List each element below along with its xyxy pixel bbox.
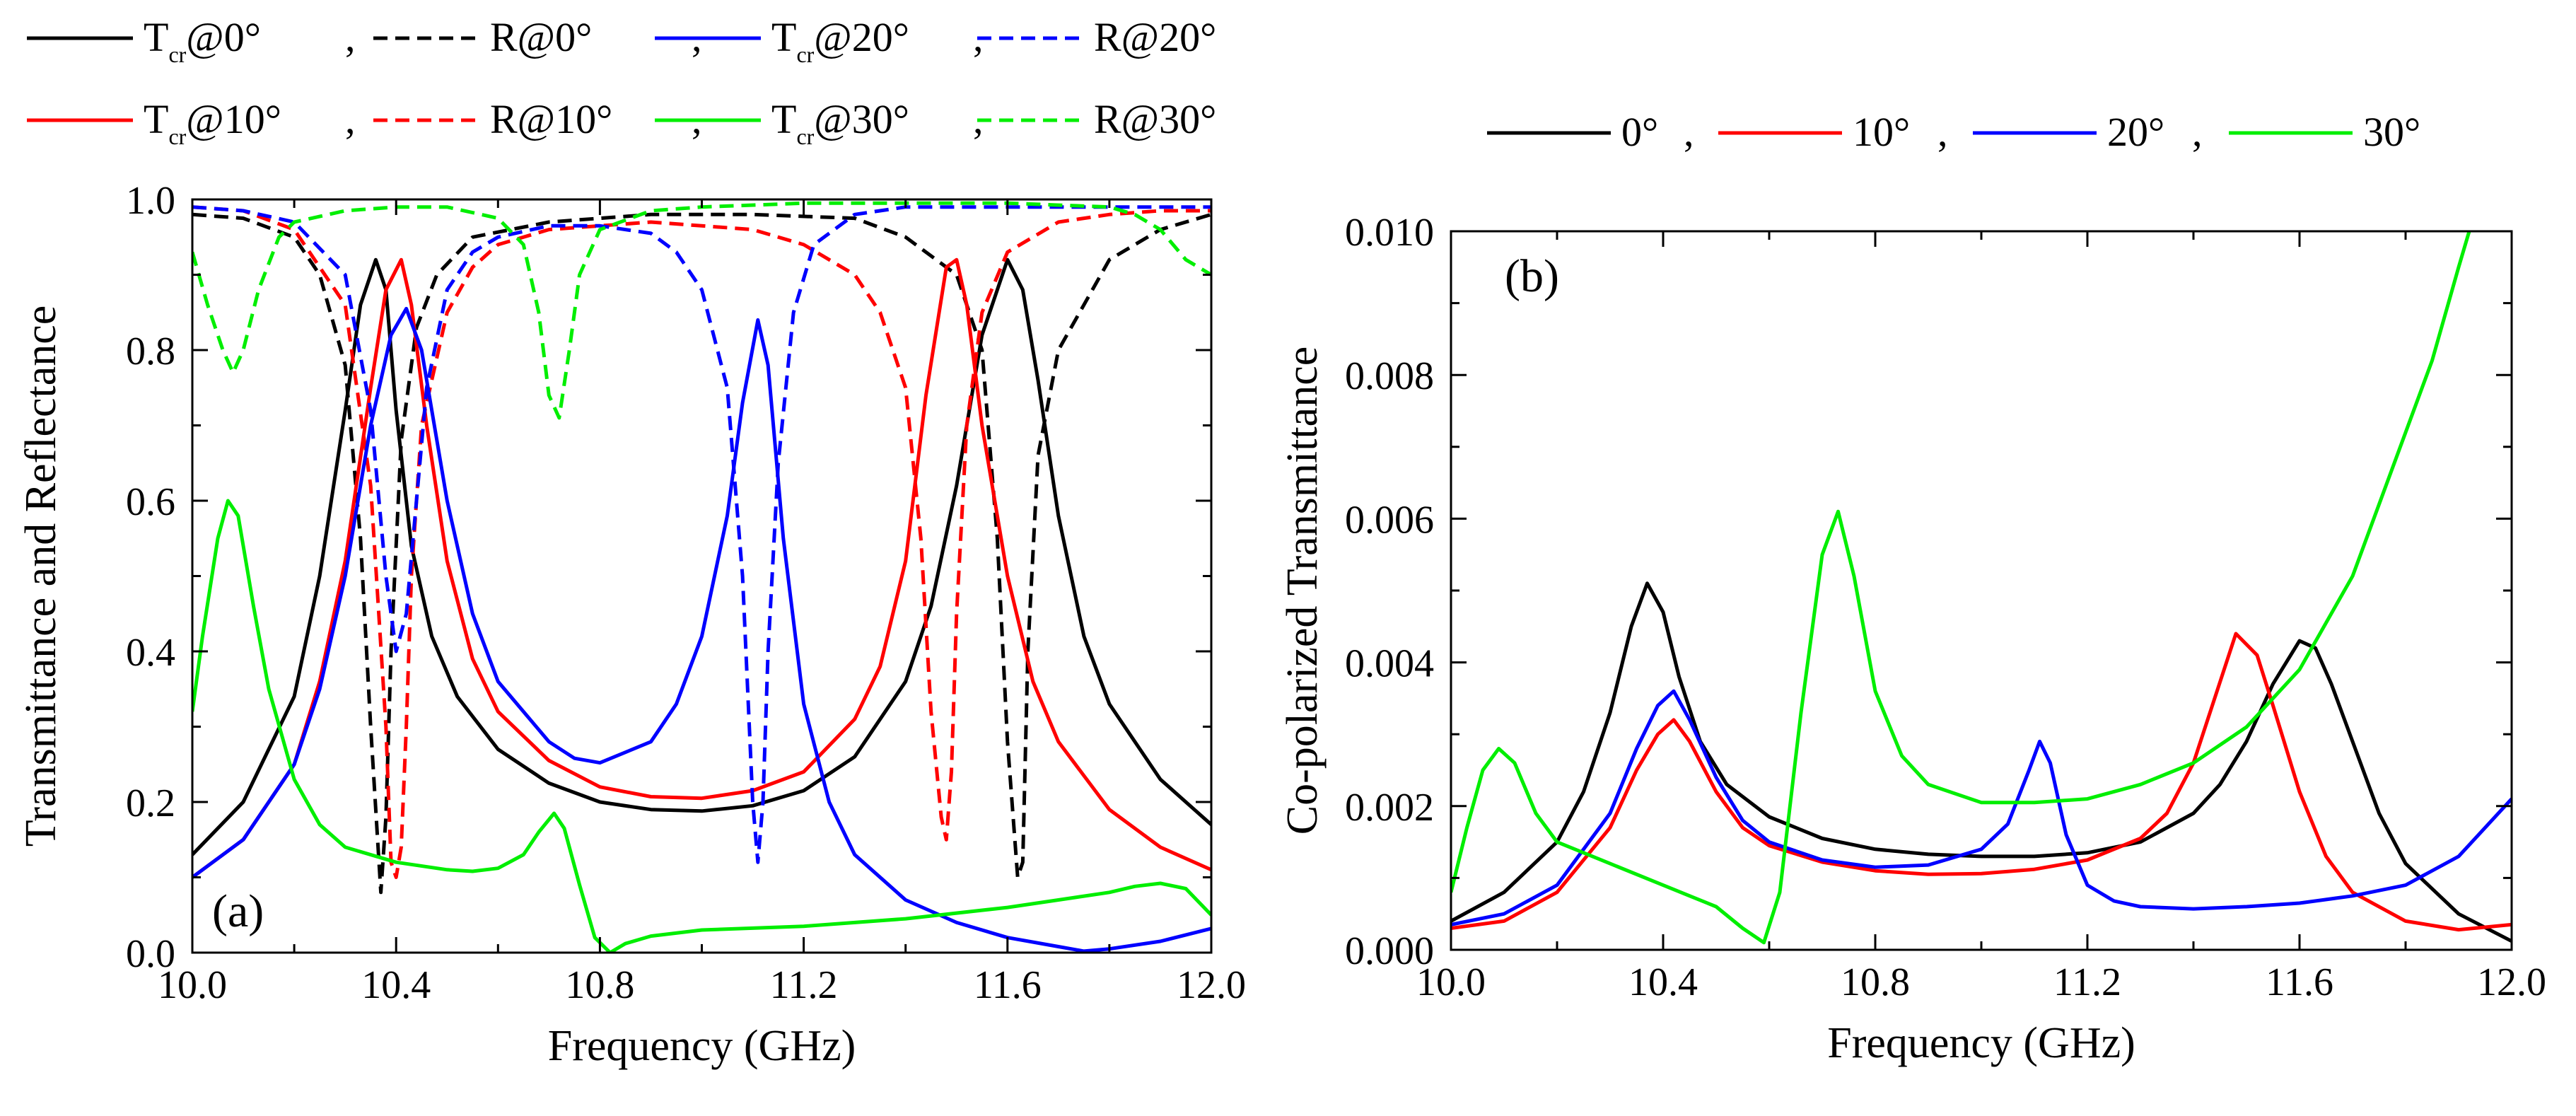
legend-entry: R@30° <box>1094 96 1216 142</box>
legend-entry: Tcr@10° <box>144 96 281 149</box>
legend-text-main: T <box>771 14 796 60</box>
series-line-r-30- <box>192 201 1211 420</box>
series-line-tcr-30- <box>192 499 1211 953</box>
legend-entry: Tcr@0° <box>144 14 261 67</box>
y-tick-label: 0.0 <box>126 932 175 976</box>
legend-separator: , <box>345 96 356 142</box>
series-group <box>192 201 1211 953</box>
series-line-tcr-10- <box>192 257 1211 879</box>
x-tick-label: 10.8 <box>1841 960 1910 1004</box>
legend-text-sub: cr <box>168 124 186 149</box>
legend-separator: , <box>345 14 356 60</box>
x-tick-label: 11.6 <box>974 963 1042 1007</box>
legend-text-main: R@20° <box>1094 14 1216 60</box>
legend-entry: R@10° <box>490 96 612 142</box>
legend-text-sub: cr <box>168 42 186 67</box>
legend-text-main: R@30° <box>1094 96 1216 142</box>
legend-entry: 0° <box>1621 109 1658 155</box>
panel-label: (b) <box>1505 250 1559 302</box>
y-tick-label: 0.000 <box>1345 929 1434 973</box>
legend-separator: , <box>1684 109 1694 155</box>
y-tick-label: 0.004 <box>1345 642 1434 686</box>
y-tick-label: 0.010 <box>1345 211 1434 255</box>
legend-text-main: R@10° <box>490 96 612 142</box>
x-tick-label: 11.2 <box>2053 960 2121 1004</box>
y-tick-label: 0.2 <box>126 781 175 825</box>
series-line-r-0- <box>192 212 1211 895</box>
y-tick-label: 0.8 <box>126 330 175 373</box>
x-tick-label: 11.2 <box>770 963 838 1007</box>
panel-b-chart: 10.0 10.4 10.8 11.2 11.6 12.0 0.000 0.002 0.004 0… <box>1278 109 2546 1067</box>
panel-label: (a) <box>212 885 264 937</box>
legend-entry: 30° <box>2363 109 2420 155</box>
legend-text-rest: @30° <box>814 96 909 142</box>
legend-text-sub: cr <box>796 124 814 149</box>
legend-separator: , <box>2192 109 2203 155</box>
plot-frame <box>1450 230 2513 951</box>
series-line-10- <box>1451 632 2512 932</box>
legend-entry: 10° <box>1853 109 1910 155</box>
x-tick-label: 10.4 <box>361 963 431 1007</box>
y-tick-label: 1.0 <box>126 179 175 223</box>
y-tick-label: 0.6 <box>126 480 175 524</box>
legend-text-sub: cr <box>796 42 814 67</box>
series-line-0- <box>1451 581 2512 943</box>
legend-text-main: R@0° <box>490 14 592 60</box>
x-tick-label: 10.0 <box>158 963 227 1007</box>
legend-entry: R@20° <box>1094 14 1216 60</box>
y-tick-label: 0.002 <box>1345 786 1434 830</box>
series-line-tcr-0- <box>192 257 1211 856</box>
y-tick-label: 0.006 <box>1345 498 1434 542</box>
legend-entry: Tcr@30° <box>771 96 909 149</box>
series-line-r-20- <box>192 205 1211 864</box>
x-tick-label: 10.4 <box>1628 960 1698 1004</box>
legend-text-rest: @10° <box>186 96 281 142</box>
y-axis-title: Transmittance and Reflectance <box>17 306 65 847</box>
legend-text-rest: @0° <box>186 14 261 60</box>
y-tick-label: 0.008 <box>1345 354 1434 398</box>
legend-entry: 20° <box>2107 109 2164 155</box>
series-line-30- <box>1451 231 2471 945</box>
legend-text-main: T <box>144 96 168 142</box>
legend-text-rest: @20° <box>814 14 909 60</box>
x-axis-title: Frequency (GHz) <box>1827 1019 2135 1067</box>
legend-entry: R@0° <box>490 14 592 60</box>
x-tick-label: 12.0 <box>2477 960 2546 1004</box>
series-line-tcr-20- <box>192 306 1211 953</box>
x-tick-label: 10.8 <box>565 963 634 1007</box>
legend-separator: , <box>1937 109 1948 155</box>
legend-text-main: T <box>771 96 796 142</box>
series-group <box>1451 231 2512 945</box>
x-tick-label: 11.6 <box>2266 960 2333 1004</box>
panel-a-chart: 10.0 10.4 10.8 11.2 11.6 12.0 0.0 0.2 0.4 0.6 0.8 1… <box>17 14 1246 1070</box>
series-line-20- <box>1451 689 2512 926</box>
x-tick-label: 12.0 <box>1177 963 1246 1007</box>
legend-entry: Tcr@20° <box>771 14 909 67</box>
x-axis-title: Frequency (GHz) <box>548 1022 856 1070</box>
y-tick-label: 0.4 <box>126 631 175 675</box>
legend-text-main: T <box>144 14 168 60</box>
y-axis-title: Co-polarized Transmittance <box>1278 347 1327 835</box>
series-line-r-10- <box>192 205 1211 879</box>
x-tick-label: 10.0 <box>1416 960 1486 1004</box>
